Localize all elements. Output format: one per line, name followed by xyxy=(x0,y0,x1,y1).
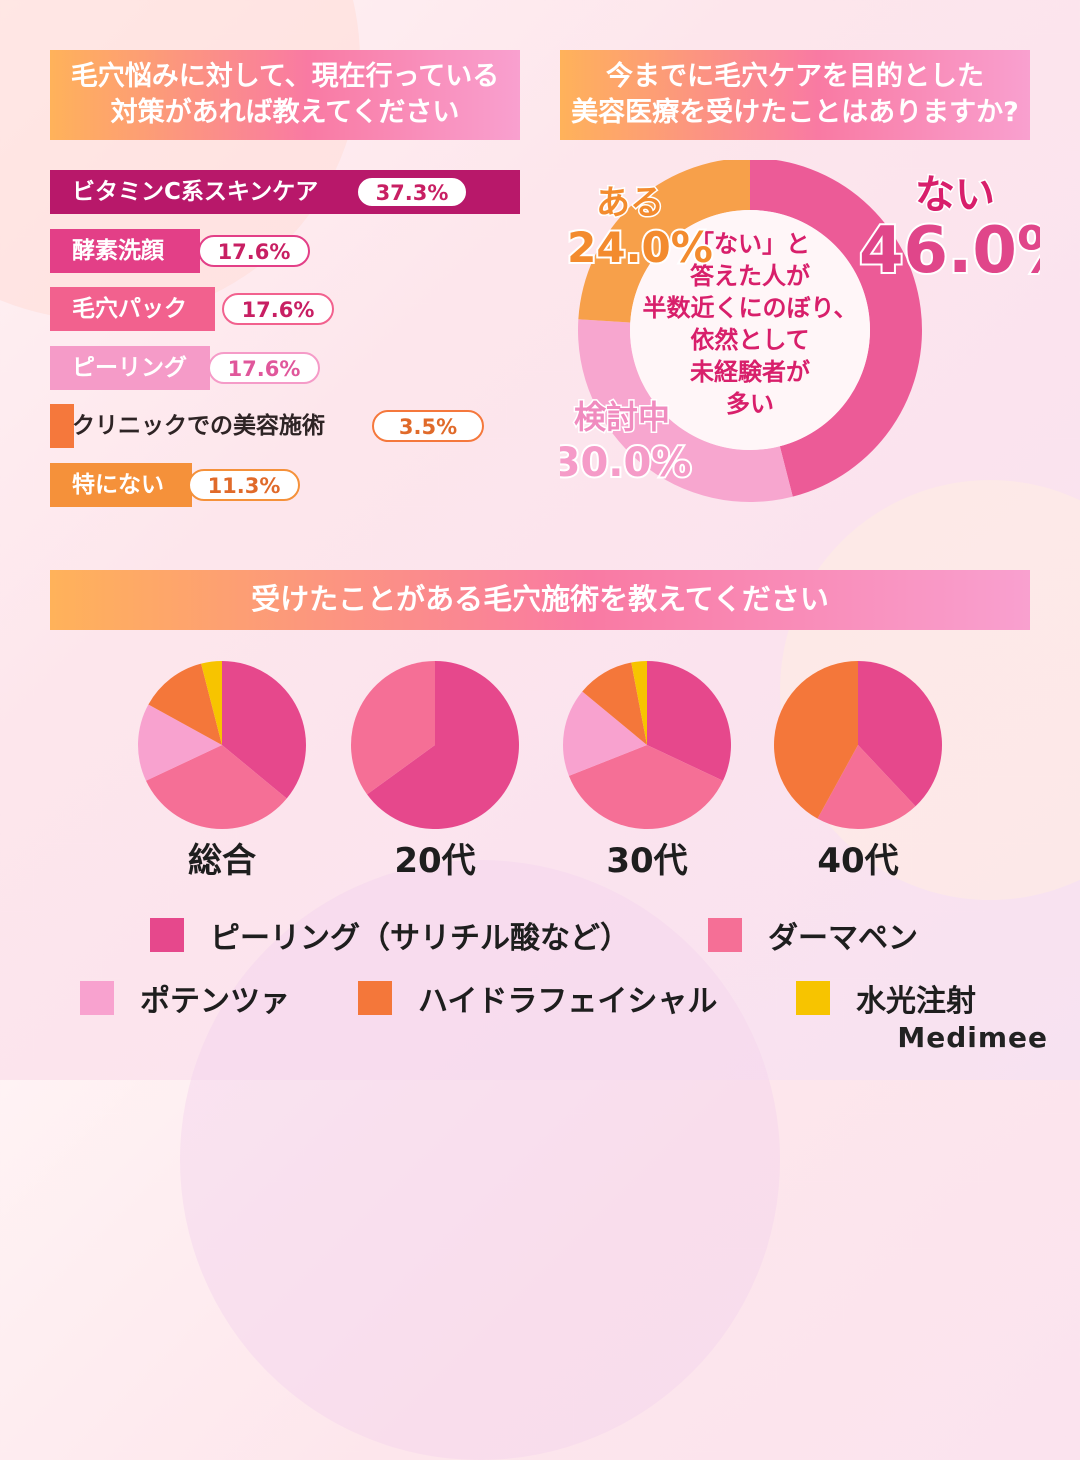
legend-swatch xyxy=(80,981,114,1015)
bar xyxy=(50,462,192,507)
brand-logo: Medimee xyxy=(897,1021,1048,1054)
pie-slice xyxy=(563,691,647,776)
bar-row: ビタミンC系スキンケア 37.3% xyxy=(50,170,530,214)
pie-slice xyxy=(647,661,731,781)
bar-value-label: 17.6% xyxy=(198,234,310,267)
donut-center-text: 依然として xyxy=(690,326,809,354)
q2-title-banner: 今までに毛穴ケアを目的とした 美容医療を受けたことはありますか? xyxy=(560,50,1030,140)
q3-title-banner: 受けたことがある毛穴施術を教えてください xyxy=(50,570,1030,630)
q3-pie-charts: 総合 20代 30代 40代 xyxy=(138,661,943,881)
donut-center-text: 半数近くにのぼり、 xyxy=(642,294,857,322)
bar-value-label: 17.6% xyxy=(208,351,320,384)
bar xyxy=(50,404,74,448)
legend-label: 水光注射 xyxy=(856,984,976,1019)
pie-slice xyxy=(631,661,647,745)
pie-group-label: 40代 xyxy=(817,841,898,881)
legend-label: ポテンツァ xyxy=(140,984,290,1019)
bar-row: 特にない 11.3% xyxy=(50,462,530,507)
pie-slice xyxy=(148,663,222,745)
donut-slice xyxy=(578,160,750,323)
bar-category-label: 酵素洗顔 xyxy=(72,237,164,264)
legend-item: ハイドラフェイシャル xyxy=(358,976,717,1020)
pie-slice xyxy=(351,661,435,795)
pie-group-label: 総合 xyxy=(188,841,256,881)
bar-category-label: クリニックでの美容施術 xyxy=(72,413,325,439)
legend-item: ピーリング（サリチル酸など） xyxy=(150,913,630,957)
pie-slice xyxy=(817,745,916,829)
legend-swatch xyxy=(358,981,392,1015)
bar-row: クリニックでの美容施術 3.5% xyxy=(50,404,530,448)
donut-category-label: 検討中 xyxy=(574,398,670,436)
bar xyxy=(50,345,210,390)
bar-category-label: ビタミンC系スキンケア xyxy=(72,179,319,205)
legend-label: ピーリング（サリチル酸など） xyxy=(210,921,630,956)
pie-slice xyxy=(568,745,724,829)
donut-center-text: 未経験者が xyxy=(690,358,810,386)
q1-title-banner: 毛穴悩みに対して、現在行っている 対策があれば教えてください xyxy=(50,50,520,140)
legend-swatch xyxy=(796,981,830,1015)
donut-category-label: ない xyxy=(915,172,995,218)
pie-slice xyxy=(145,745,287,829)
bar-row: ピーリング 17.6% xyxy=(50,345,530,390)
pie-slice xyxy=(138,704,222,781)
legend-label: ダーマペン xyxy=(768,921,918,956)
donut-center-text: 答えた人が xyxy=(690,262,810,290)
donut-slice xyxy=(750,160,922,497)
donut-value-label: 30.0% xyxy=(560,440,691,486)
bar-value-label: 11.3% xyxy=(188,468,300,501)
pie-slice xyxy=(582,662,647,745)
bar-category-label: 毛穴パック xyxy=(72,296,187,322)
donut-slice xyxy=(578,319,793,502)
legend-item: 水光注射 xyxy=(796,976,976,1020)
bar xyxy=(50,228,200,273)
bar-category-label: ピーリング xyxy=(72,354,187,381)
donut-center-text: 多い xyxy=(726,390,774,418)
legend-item: ダーマペン xyxy=(708,913,918,957)
bar-value-label: 17.6% xyxy=(222,293,334,325)
bar-category-label: 特にない xyxy=(72,471,164,498)
pie-group-label: 30代 xyxy=(606,841,687,881)
bar-value-label: 3.5% xyxy=(372,410,484,442)
bar-row: 酵素洗顔 17.6% xyxy=(50,228,530,273)
q1-bar-chart: ビタミンC系スキンケア 37.3% 酵素洗顔 17.6% 毛穴パック 17.6% ピーリング… xyxy=(50,170,530,510)
legend-label: ハイドラフェイシャル xyxy=(418,984,718,1019)
bar-value-label: 37.3% xyxy=(356,176,468,208)
q1-title: 毛穴悩みに対して、現在行っている 対策があれば教えてください xyxy=(70,60,500,128)
donut-value-label: 24.0% xyxy=(567,223,713,272)
q2-title: 今までに毛穴ケアを目的とした 美容医療を受けたことはありますか? xyxy=(571,60,1019,128)
pie-slice xyxy=(774,661,858,819)
q3-title: 受けたことがある毛穴施術を教えてください xyxy=(251,582,829,617)
pie-slice xyxy=(201,661,222,745)
donut-value-label: 46.0% xyxy=(859,214,1040,288)
pie-slice xyxy=(222,661,306,799)
donut-hole xyxy=(630,210,870,450)
legend-swatch xyxy=(708,918,742,952)
pie-slice xyxy=(858,661,943,807)
legend-swatch xyxy=(150,918,184,952)
pie-group-label: 20代 xyxy=(394,841,475,881)
bar xyxy=(50,287,215,331)
donut-category-label: ある xyxy=(596,183,664,223)
bar-row: 毛穴パック 17.6% xyxy=(50,287,530,331)
pie-slice xyxy=(367,661,520,829)
donut-center-text: 「ない」と xyxy=(690,230,810,258)
legend-item: ポテンツァ xyxy=(80,976,290,1020)
